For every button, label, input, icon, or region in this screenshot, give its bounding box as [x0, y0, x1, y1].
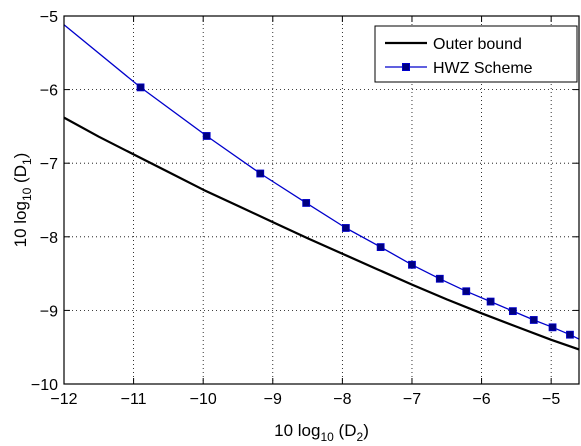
- y-axis-label: 10 log10 (D1): [11, 153, 34, 248]
- data-point-hwz-scheme: [376, 243, 385, 252]
- data-point-hwz-scheme: [202, 132, 211, 140]
- legend-label-hwz-scheme: HWZ Scheme: [433, 60, 533, 77]
- y-tick-label: −9: [40, 303, 58, 320]
- y-tick-label: −5: [40, 9, 58, 26]
- data-point-hwz-scheme: [435, 274, 444, 283]
- x-tick-label: −12: [50, 391, 77, 408]
- data-point-hwz-scheme: [508, 307, 517, 316]
- data-point-hwz-scheme: [408, 260, 416, 269]
- y-tick-label: −7: [40, 156, 58, 173]
- y-tick-label: −6: [40, 83, 58, 100]
- legend-box: [374, 25, 578, 83]
- series-line-hwz-scheme: [63, 24, 580, 340]
- y-tick-label: −8: [40, 230, 58, 247]
- x-tick-label: −7: [403, 391, 421, 408]
- x-tick-label: −11: [121, 391, 147, 408]
- legend-marker-hwz-scheme: [402, 63, 410, 71]
- x-axis-label: 10 log10 (D2): [274, 421, 369, 444]
- series-layer: [63, 24, 580, 351]
- x-tick-label: −10: [190, 391, 217, 408]
- plot-area-frame: [63, 15, 580, 385]
- y-tick-label: −10: [31, 377, 58, 394]
- legend-label-outer-bound: Outer bound: [433, 36, 522, 53]
- data-point-hwz-scheme: [566, 330, 574, 339]
- grid-lines: [64, 16, 579, 384]
- data-point-hwz-scheme: [486, 297, 495, 306]
- x-tick-label: −6: [472, 391, 490, 408]
- series-line-outer-bound: [63, 116, 580, 351]
- data-point-hwz-scheme: [136, 83, 145, 92]
- data-point-hwz-scheme: [462, 287, 471, 296]
- data-point-hwz-scheme: [256, 169, 265, 178]
- data-point-hwz-scheme: [302, 199, 311, 207]
- x-tick-label: −8: [333, 391, 351, 408]
- legend: Outer bound HWZ Scheme: [374, 25, 578, 83]
- axis-ticks: −12 −11 −10 −9 −8 −7 −6 −5 −10 −9 −8 −7 −6 −5: [31, 9, 579, 408]
- data-point-hwz-scheme: [529, 316, 538, 324]
- x-tick-label: −9: [264, 391, 282, 408]
- data-point-hwz-scheme: [341, 224, 350, 232]
- x-tick-label: −5: [542, 391, 560, 408]
- data-point-hwz-scheme: [548, 323, 557, 332]
